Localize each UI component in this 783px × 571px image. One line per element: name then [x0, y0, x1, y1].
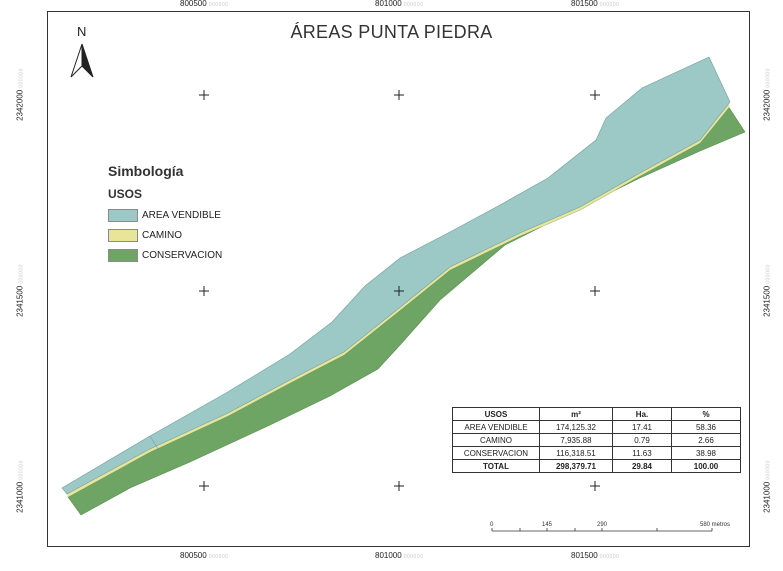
north-label: N — [77, 24, 87, 39]
table-header: m² — [539, 407, 613, 421]
area-vendible-area — [61, 56, 731, 495]
table-cell: 29.84 — [612, 459, 672, 473]
table-cell: 174,125.32 — [539, 420, 613, 434]
north-arrow-icon — [70, 43, 94, 78]
table-cell: 2.66 — [671, 433, 741, 447]
table-cell: 298,379.71 — [539, 459, 613, 473]
table-row: CONSERVACION 116,318.51 11.63 38.98 — [452, 446, 741, 460]
areas-table: USOS m² Ha. % AREA VENDIBLE 174,125.32 1… — [452, 407, 741, 473]
grid-cross — [199, 481, 209, 491]
table-cell: 116,318.51 — [539, 446, 613, 460]
grid-cross — [199, 90, 209, 100]
scale-label: 580 metros — [700, 522, 731, 528]
legend-label: CAMINO — [142, 229, 182, 241]
table-cell: AREA VENDIBLE — [452, 420, 540, 434]
top-x-label-1: 800500 000000 — [180, 0, 229, 8]
bottom-x-label-1: 800500 000000 — [180, 551, 229, 560]
scale-bar — [491, 528, 713, 532]
table-cell: 7,935.88 — [539, 433, 613, 447]
legend-swatch — [108, 248, 138, 262]
grid-cross — [394, 90, 404, 100]
table-total-row: TOTAL 298,379.71 29.84 100.00 — [452, 459, 741, 473]
legend-title: Simbología — [108, 163, 184, 179]
table-cell: 0.79 — [612, 433, 672, 447]
table-header: % — [671, 407, 741, 421]
table-cell: CAMINO — [452, 433, 540, 447]
bottom-x-label-3: 801500 000000 — [571, 551, 620, 560]
grid-crosses — [199, 90, 600, 491]
table-cell: 17.41 — [612, 420, 672, 434]
grid-cross — [590, 90, 600, 100]
legend-swatch — [108, 228, 138, 242]
legend-label: AREA VENDIBLE — [142, 209, 221, 221]
table-cell: 11.63 — [612, 446, 672, 460]
table-header: USOS — [452, 407, 540, 421]
conservacion-area — [67, 105, 746, 516]
table-cell: TOTAL — [452, 459, 540, 473]
bottom-x-label-2: 801000 000000 — [375, 551, 424, 560]
table-row: AREA VENDIBLE 174,125.32 17.41 58.36 — [452, 420, 741, 434]
scale-label: 0 — [490, 522, 494, 528]
scale-label: 290 — [597, 522, 608, 528]
legend-item-area-vendible: AREA VENDIBLE — [108, 207, 221, 223]
table-header-row: USOS m² Ha. % — [452, 407, 741, 421]
scale-label: 145 — [542, 522, 553, 528]
legend-subtitle: USOS — [108, 187, 143, 201]
table-row: CAMINO 7,935.88 0.79 2.66 — [452, 433, 741, 447]
grid-cross — [199, 286, 209, 296]
top-x-label-2: 801000 000000 — [375, 0, 424, 8]
legend-swatch — [108, 208, 138, 222]
parcel-divider — [149, 435, 161, 453]
table-header: Ha. — [612, 407, 672, 421]
table-cell: 38.98 — [671, 446, 741, 460]
table-cell: 100.00 — [671, 459, 741, 473]
grid-cross — [394, 481, 404, 491]
top-x-label-3: 801500 000000 — [571, 0, 620, 8]
map-title: ÁREAS PUNTA PIEDRA — [290, 22, 493, 42]
grid-cross — [590, 481, 600, 491]
legend-item-camino: CAMINO — [108, 227, 182, 243]
table-cell: CONSERVACION — [452, 446, 540, 460]
grid-cross — [590, 286, 600, 296]
legend-item-conservacion: CONSERVACION — [108, 247, 222, 263]
grid-cross — [394, 286, 404, 296]
table-cell: 58.36 — [671, 420, 741, 434]
legend-label: CONSERVACION — [142, 249, 223, 261]
